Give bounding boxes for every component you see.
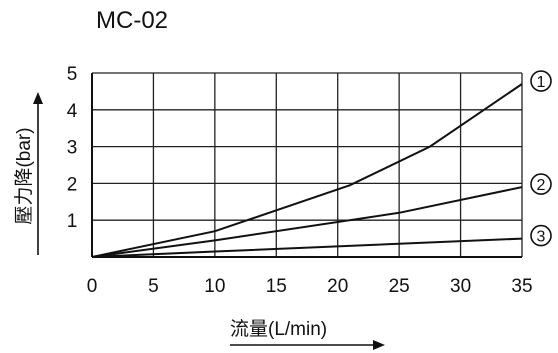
series-lines bbox=[91, 83, 523, 258]
y-tick-label: 2 bbox=[67, 174, 78, 195]
series-marker-circle bbox=[530, 173, 552, 195]
chart-title: MC-02 bbox=[96, 7, 168, 34]
series-marker-circle bbox=[530, 224, 552, 247]
x-tick-label: 15 bbox=[266, 276, 287, 297]
x-tick-label: 30 bbox=[450, 276, 471, 297]
x-tick-label: 0 bbox=[87, 276, 98, 297]
y-tick-label: 3 bbox=[67, 138, 78, 159]
y-tick-label: 5 bbox=[67, 64, 78, 85]
x-tick-label: 5 bbox=[148, 276, 159, 297]
series-marker-3: 3 bbox=[530, 224, 552, 247]
y-tick-label: 4 bbox=[67, 101, 78, 122]
series-line-3 bbox=[91, 237, 523, 258]
tick-labels: 0 5 10 15 20 25 30 35 1 2 3 4 5 bbox=[67, 64, 533, 297]
x-tick-label: 10 bbox=[204, 276, 225, 297]
x-tick-label: 25 bbox=[389, 276, 410, 297]
series-markers: 1 2 3 bbox=[530, 70, 552, 247]
x-tick-label: 35 bbox=[511, 276, 532, 297]
series-marker-circle bbox=[530, 70, 552, 92]
series-line-1 bbox=[91, 83, 523, 258]
y-axis-title-arrow bbox=[33, 92, 43, 255]
x-tick-label: 20 bbox=[327, 276, 348, 297]
series-marker-number: 1 bbox=[537, 74, 546, 91]
grid bbox=[92, 72, 523, 257]
axes bbox=[91, 73, 522, 258]
x-axis-title-arrow bbox=[230, 340, 385, 350]
series-marker-2: 2 bbox=[530, 173, 552, 195]
x-axis-title: 流量(L/min) bbox=[230, 318, 327, 340]
series-line-2 bbox=[91, 186, 523, 258]
y-tick-label: 1 bbox=[67, 211, 78, 232]
series-marker-number: 2 bbox=[537, 177, 546, 194]
series-marker-1: 1 bbox=[530, 70, 552, 92]
y-axis-title: 壓力降(bar) bbox=[13, 127, 35, 224]
series-marker-number: 3 bbox=[537, 229, 546, 246]
